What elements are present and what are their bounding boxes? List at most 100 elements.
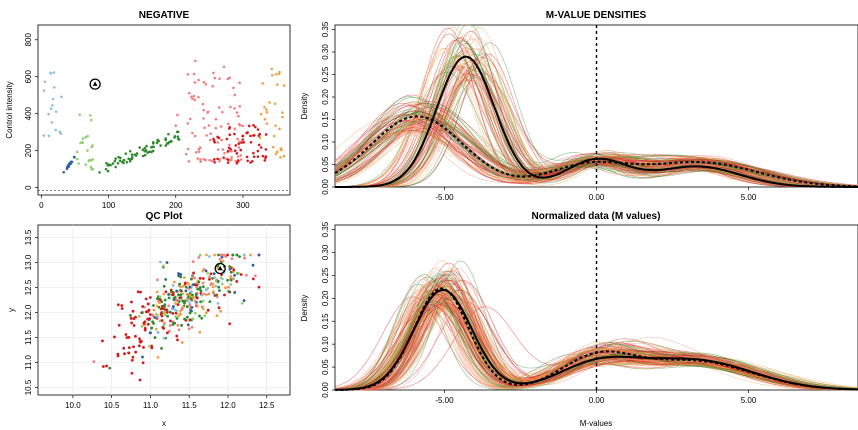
qc-point bbox=[217, 306, 221, 310]
y-tick-label: 13.5 bbox=[24, 229, 33, 245]
qc-point bbox=[175, 334, 179, 338]
qc-point bbox=[177, 328, 181, 332]
qc-point bbox=[163, 313, 167, 317]
qc-plot-ylabel: y bbox=[7, 308, 16, 312]
qc-point bbox=[228, 322, 232, 326]
negative-point bbox=[119, 156, 122, 160]
qc-point bbox=[177, 272, 180, 275]
qc-point bbox=[120, 304, 124, 307]
qc-point bbox=[198, 287, 202, 291]
negative-point bbox=[217, 106, 221, 109]
negative-point bbox=[242, 141, 245, 144]
negative-point bbox=[141, 154, 145, 158]
negative-point bbox=[167, 132, 170, 136]
qc-point bbox=[163, 305, 166, 309]
negative-point bbox=[226, 161, 230, 164]
qc-point bbox=[233, 291, 237, 294]
negative-point bbox=[130, 157, 134, 161]
qc-point bbox=[155, 290, 159, 294]
negative-point bbox=[236, 155, 240, 158]
qc-point bbox=[116, 354, 120, 358]
x-tick-label: 10.0 bbox=[65, 401, 81, 410]
qc-point bbox=[160, 346, 163, 350]
negative-point bbox=[263, 159, 267, 162]
y-tick-label: 0.15 bbox=[321, 111, 330, 127]
negative-point bbox=[88, 158, 91, 162]
negative-point bbox=[193, 81, 197, 84]
negative-point bbox=[196, 157, 199, 160]
y-tick-label: 0.30 bbox=[321, 244, 330, 260]
negative-point bbox=[221, 110, 224, 114]
x-tick-label: -5.00 bbox=[435, 396, 454, 405]
qc-point bbox=[205, 253, 208, 257]
negative-point bbox=[54, 128, 57, 132]
negative-point bbox=[213, 76, 217, 80]
negative-point bbox=[84, 136, 87, 139]
qc-point bbox=[188, 293, 192, 297]
negative-point bbox=[79, 141, 82, 145]
qc-point bbox=[206, 286, 210, 290]
negative-point bbox=[135, 152, 139, 155]
y-tick-label: 0.00 bbox=[321, 179, 330, 195]
negative-point bbox=[191, 131, 194, 135]
qc-point bbox=[216, 302, 220, 305]
qc-point bbox=[186, 281, 189, 285]
qc-point bbox=[131, 355, 135, 359]
qc-point bbox=[235, 253, 239, 257]
negative-point bbox=[239, 158, 243, 161]
negative-point bbox=[114, 165, 117, 169]
negative-point bbox=[265, 110, 269, 114]
qc-point bbox=[179, 273, 183, 276]
negative-point bbox=[145, 144, 148, 148]
qc-point bbox=[120, 307, 124, 310]
negative-point bbox=[106, 169, 110, 173]
negative-point bbox=[265, 122, 269, 125]
negative-point bbox=[66, 164, 70, 167]
negative-point bbox=[257, 134, 261, 137]
negative-point bbox=[204, 158, 207, 162]
negative-point bbox=[78, 113, 82, 117]
qc-point bbox=[208, 275, 212, 279]
dashed-reference-curve bbox=[335, 287, 858, 391]
negative-panel: NEGATIVE Control intensity 0 100 200 300 0 20… bbox=[5, 10, 291, 210]
qc-point bbox=[215, 295, 219, 299]
qc-point bbox=[176, 338, 179, 342]
qc-point bbox=[155, 304, 159, 308]
negative-point bbox=[43, 80, 47, 84]
negative-point bbox=[235, 111, 239, 114]
qc-point bbox=[175, 289, 179, 293]
negative-point bbox=[176, 130, 180, 134]
qc-point bbox=[138, 337, 141, 341]
qc-point bbox=[172, 297, 176, 300]
qc-point bbox=[136, 290, 140, 294]
qc-point bbox=[142, 345, 145, 349]
qc-point bbox=[134, 334, 137, 338]
qc-point bbox=[212, 272, 216, 276]
negative-point bbox=[252, 151, 255, 155]
negative-point bbox=[128, 159, 132, 163]
negative-point bbox=[164, 137, 167, 140]
negative-point bbox=[209, 132, 213, 136]
negative-point bbox=[42, 89, 46, 92]
qc-point bbox=[188, 285, 192, 289]
negative-point bbox=[157, 139, 160, 143]
qc-point bbox=[200, 316, 204, 320]
negative-point bbox=[176, 135, 180, 139]
negative-point bbox=[89, 114, 92, 117]
negative-point bbox=[76, 157, 79, 161]
negative-point bbox=[202, 108, 206, 112]
qc-point bbox=[153, 316, 157, 319]
x-tick-label: 0.00 bbox=[589, 396, 605, 405]
negative-point bbox=[192, 94, 196, 98]
negative-point bbox=[251, 159, 254, 163]
y-tick-label: 0.00 bbox=[321, 382, 330, 398]
negative-point bbox=[70, 160, 74, 164]
negative-point bbox=[60, 95, 63, 99]
qc-point bbox=[152, 308, 156, 312]
qc-point bbox=[172, 280, 176, 284]
negative-point bbox=[280, 148, 283, 152]
qc-point bbox=[113, 335, 116, 339]
qc-point bbox=[148, 317, 152, 321]
negative-point bbox=[86, 134, 89, 138]
qc-point bbox=[148, 344, 151, 348]
